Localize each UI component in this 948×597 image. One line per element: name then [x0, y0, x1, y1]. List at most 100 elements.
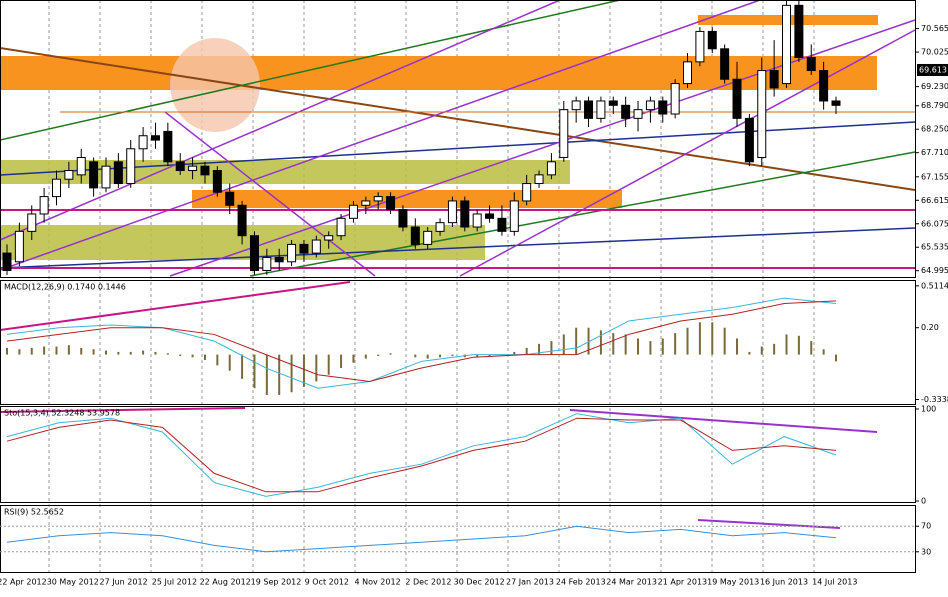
macd-bar	[785, 334, 788, 355]
macd-bar	[389, 353, 392, 355]
candle-body	[707, 30, 717, 50]
orange-zone	[0, 56, 877, 90]
candle-body	[138, 135, 148, 150]
y-tick-label: 66.615	[921, 196, 948, 205]
macd-bar	[698, 322, 701, 355]
x-tick-label: 24 Mar 2013	[606, 578, 657, 587]
highlight-circle	[170, 38, 260, 132]
candle-body	[113, 161, 123, 185]
x-tick-label: 25 Jul 2012	[152, 578, 197, 587]
macd-bar	[525, 347, 528, 355]
macd-bar	[290, 354, 293, 393]
macd-bar	[216, 354, 219, 366]
macd-bar	[550, 341, 553, 355]
candle-body	[447, 200, 457, 224]
y-tick-label: 68.790	[921, 101, 948, 110]
y-tick-label: 67.155	[921, 172, 948, 181]
candle-body	[645, 100, 655, 111]
candle-body	[188, 165, 198, 172]
macd-bar	[80, 347, 83, 355]
macd-bar	[30, 347, 33, 355]
macd-bar	[55, 346, 58, 355]
x-tick-label: 27 Jan 2013	[506, 578, 554, 587]
pane-frames	[0, 0, 916, 573]
candle-body	[262, 256, 272, 271]
macd-bar	[439, 354, 442, 358]
macd-bar	[575, 327, 578, 355]
candle-body	[423, 230, 433, 245]
y-tick-label: 0	[921, 497, 926, 506]
indicator-label: Sto(15,3,4) 52.3248 53.9578	[4, 409, 120, 418]
candle-body	[373, 196, 383, 202]
candle-body	[732, 78, 742, 119]
y-tick-label: 70	[921, 522, 931, 531]
candle-body	[435, 222, 445, 232]
candle-body	[757, 70, 767, 158]
y-tick-label: 0.20	[921, 323, 939, 332]
macd-bar	[377, 354, 380, 356]
candle-body	[175, 161, 185, 172]
indicator-label: RSI(9) 52.5652	[4, 508, 64, 517]
macd-bar	[637, 338, 640, 355]
macd-bar	[426, 354, 429, 359]
candle-body	[670, 83, 680, 115]
x-tick-label: 30 Dec 2012	[454, 578, 505, 587]
macd-bar	[538, 343, 541, 355]
candle-body	[819, 70, 829, 102]
x-tick-label: 19 May 2013	[707, 578, 759, 587]
x-tick-label: 19 Sep 2012	[251, 578, 302, 587]
macd-bar	[686, 327, 689, 355]
y-tick-label: 70.025	[921, 48, 948, 57]
candle-body	[522, 183, 532, 202]
x-tick-label: 21 Apr 2013	[658, 578, 707, 587]
candle-body	[212, 170, 222, 193]
y-tick-label: 30	[921, 547, 931, 556]
macd-bar	[822, 349, 825, 355]
candle-body	[89, 161, 99, 189]
candle-body	[782, 4, 792, 85]
macd-bar	[599, 330, 602, 355]
x-tick-label: 22 Apr 2012	[0, 578, 47, 587]
macd-bar	[6, 347, 8, 355]
candle-body	[274, 256, 284, 263]
y-tick-label: 100	[921, 405, 936, 414]
candle-body	[39, 196, 49, 215]
macd-bar	[674, 333, 677, 355]
candle-body	[534, 174, 544, 185]
macd-bar	[414, 354, 417, 358]
macd-bar	[228, 354, 231, 371]
candle-body	[76, 156, 86, 176]
candle-body	[27, 213, 37, 232]
macd-bar	[43, 346, 46, 355]
macd-bar	[92, 349, 95, 355]
macd-bar	[488, 354, 491, 356]
candle-body	[683, 61, 693, 85]
macd-bar	[340, 354, 343, 369]
macd-bar	[352, 354, 355, 363]
macd-bar	[797, 335, 800, 355]
y-tick-label: 68.250	[921, 125, 948, 134]
candle-body	[769, 70, 779, 89]
macd-bar	[649, 341, 652, 355]
candle-body	[472, 213, 482, 228]
candle-body	[225, 191, 235, 206]
x-tick-label: 30 May 2012	[47, 578, 99, 587]
macd-bar	[142, 350, 145, 355]
candle-body	[509, 200, 519, 232]
candle-body	[163, 130, 173, 163]
y-tick-label: 70.565	[921, 24, 948, 33]
macd-bar	[513, 351, 516, 355]
macd-bar	[265, 354, 268, 395]
candle-body	[658, 100, 668, 115]
y-tick-label: 69.230	[921, 82, 948, 91]
candle-body	[200, 165, 210, 176]
y-tick-label: 67.710	[921, 148, 948, 157]
macd-bar	[364, 354, 367, 359]
candle-body	[695, 30, 705, 63]
macd-bar	[253, 354, 256, 389]
candle-body	[794, 4, 804, 59]
last-price-label: 69.613	[919, 65, 947, 74]
candle-body	[2, 252, 12, 271]
candle-body	[64, 170, 74, 180]
